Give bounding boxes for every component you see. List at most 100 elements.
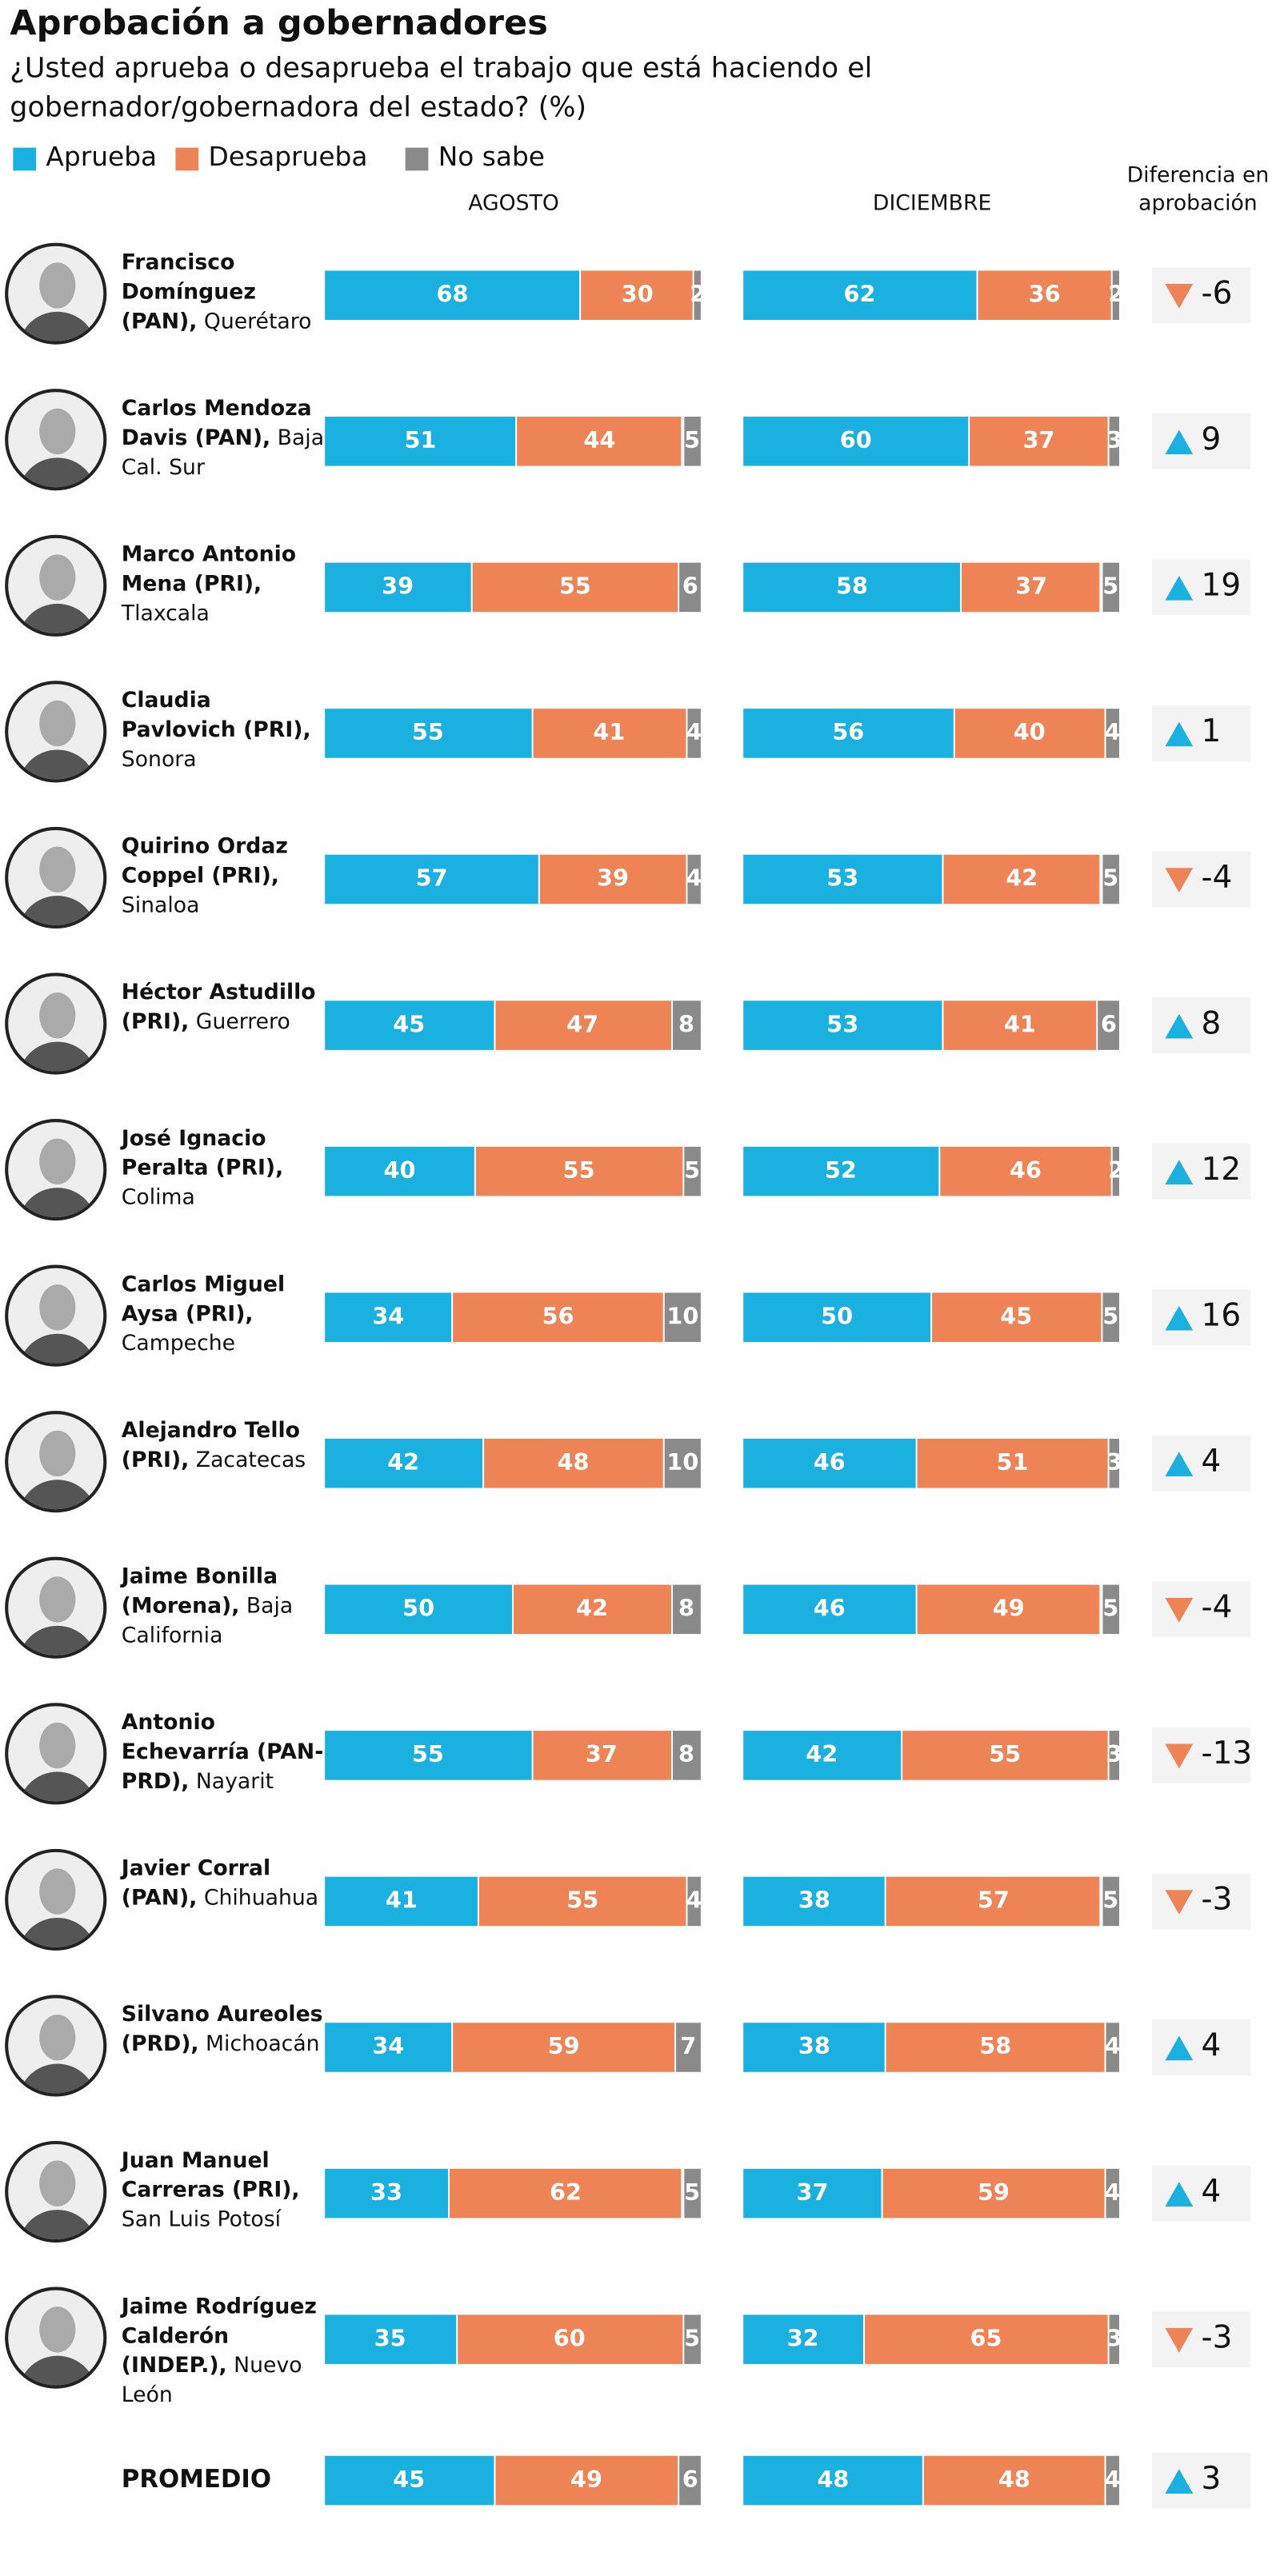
bar-value-label: 59 <box>977 2180 1010 2207</box>
bar-segment: 37 <box>970 417 1110 466</box>
bar-segment: 4 <box>1105 2168 1122 2219</box>
category-label: Quirino Ordaz Coppel (PRI), Sinaloa <box>122 833 325 922</box>
difference-label: -3 <box>1201 2319 1233 2356</box>
difference-arrow <box>1165 2327 1194 2353</box>
bar-value-label: 59 <box>547 2034 580 2061</box>
difference-box: 3 <box>1152 2452 1251 2509</box>
category-label: Héctor Astudillo (PRI), Guerrero <box>122 980 325 1039</box>
bar-segment: 4 <box>686 854 702 905</box>
state-name: Guerrero <box>195 1010 290 1036</box>
state-name: Tlaxcala <box>121 601 210 627</box>
category-label: José Ignacio Peralta (PRI), Colima <box>122 1125 325 1214</box>
bar-value-label: 56 <box>542 1304 574 1331</box>
governor-name: Javier Corral (PAN), <box>121 1857 271 1911</box>
bar-value-label: 62 <box>843 282 876 309</box>
bar-segment: 53 <box>743 854 944 905</box>
bar-segment: 40 <box>325 1146 476 1196</box>
bar-segment: 62 <box>743 270 978 321</box>
difference-box: -4 <box>1152 851 1251 908</box>
bar-segment: 42 <box>514 1584 673 1635</box>
bar-value-label: 34 <box>372 2034 405 2061</box>
bar-segment: 8 <box>672 1584 702 1635</box>
bar-segment: 33 <box>325 2168 450 2219</box>
avatar-body <box>18 1771 98 1802</box>
avatar <box>5 2286 107 2389</box>
bar-value-label: 55 <box>566 1888 599 1915</box>
avatar-body <box>18 896 98 925</box>
bar-segment: 55 <box>479 1876 688 1927</box>
bar-segment: 10 <box>664 1292 702 1342</box>
bar-value-label: 7 <box>680 2034 697 2061</box>
governor-name: Antonio Echevarría (PAN-PRD), <box>121 1711 324 1795</box>
bar-value-label: 6 <box>682 2467 698 2494</box>
bar-value-label: 55 <box>411 1742 444 1769</box>
bar-segment: 5 <box>1102 1876 1122 1927</box>
difference-arrow <box>1165 1160 1194 1185</box>
difference-label: -4 <box>1201 859 1233 897</box>
avatar-body <box>18 1625 98 1655</box>
avatar-head <box>39 408 76 455</box>
bar-value-label: 6 <box>1100 1012 1117 1039</box>
bar-segment: 53 <box>743 1000 944 1050</box>
bar-value-label: 2 <box>690 282 706 309</box>
category-label: Antonio Echevarría (PAN-PRD), Nayarit <box>122 1709 325 1798</box>
difference-arrow <box>1165 1013 1194 1039</box>
bar-segment: 60 <box>457 2314 684 2364</box>
bar-value-label: 57 <box>977 1888 1010 1915</box>
bar-segment: 48 <box>743 2455 925 2506</box>
bar-value-label: 56 <box>832 720 865 747</box>
difference-box: 1 <box>1152 705 1251 761</box>
bar-segment: 51 <box>917 1438 1110 1488</box>
legend-label: Aprueba <box>46 141 158 173</box>
category-label: Jaime Rodríguez Calderón (INDEP.), Nuevo… <box>122 2294 325 2412</box>
bar-segment: 55 <box>472 562 680 613</box>
bar-segment: 60 <box>743 417 970 466</box>
bar-value-label: 45 <box>393 2467 426 2494</box>
bar-value-label: 45 <box>393 1012 426 1039</box>
bar-value-label: 46 <box>813 1596 846 1623</box>
governor-name: Héctor Astudillo (PRI), <box>121 980 316 1036</box>
bar-segment: 45 <box>932 1292 1102 1342</box>
bar-segment: 46 <box>743 1584 918 1635</box>
bar-value-label: 37 <box>1015 573 1048 601</box>
bar-segment: 55 <box>325 1731 533 1780</box>
category-label: Silvano Aureoles (PRD), Michoacán <box>122 2002 325 2061</box>
bar-segment: 48 <box>483 1438 665 1488</box>
governor-name: Marco Antonio Mena (PRI), <box>121 542 297 597</box>
bar-value-label: 39 <box>597 866 630 893</box>
bar-value-label: 34 <box>372 1304 405 1331</box>
difference-label: 4 <box>1201 2173 1222 2211</box>
category-label: Claudia Pavlovich (PRI), Sonora <box>122 687 325 776</box>
bar-value-label: 4 <box>1104 2467 1121 2494</box>
avatar-head <box>39 1722 76 1769</box>
avatar-body <box>18 1917 98 1947</box>
bar-segment: 39 <box>540 854 688 905</box>
bar-value-label: 8 <box>678 1596 695 1623</box>
state-name: Sinaloa <box>121 893 200 919</box>
bar-segment: 59 <box>882 2168 1106 2219</box>
difference-label: 19 <box>1201 567 1242 604</box>
governor-name: Jaime Bonilla (Morena), <box>121 1564 278 1619</box>
bar-value-label: 41 <box>1003 1012 1036 1039</box>
bar-value-label: 40 <box>1013 720 1046 747</box>
bar-segment: 3 <box>1106 2314 1122 2364</box>
bar-value-label: 55 <box>411 720 444 747</box>
bar-segment: 36 <box>977 270 1114 321</box>
difference-box: 4 <box>1152 1435 1251 1492</box>
bar-value-label: 57 <box>415 866 448 893</box>
panel-title: AGOSTO <box>468 192 559 217</box>
category-label: Jaime Bonilla (Morena), Baja California <box>122 1564 325 1652</box>
bar-segment: 46 <box>743 1438 918 1488</box>
bar-segment: 5 <box>683 2168 702 2219</box>
difference-box: 9 <box>1152 413 1251 469</box>
avatar <box>5 1703 107 1805</box>
governor-name: Carlos Miguel Aysa (PRI), <box>121 1272 286 1328</box>
bar-segment: 57 <box>325 854 541 905</box>
avatar-head <box>39 992 76 1039</box>
governor-name: PROMEDIO <box>121 2464 272 2494</box>
bar-segment: 35 <box>325 2314 458 2364</box>
avatar-body <box>18 2355 98 2386</box>
bar-segment: 50 <box>325 1584 514 1635</box>
category-label: Alejandro Tello (PRI), Zacatecas <box>122 1417 325 1476</box>
bar-value-label: 5 <box>684 1158 701 1185</box>
